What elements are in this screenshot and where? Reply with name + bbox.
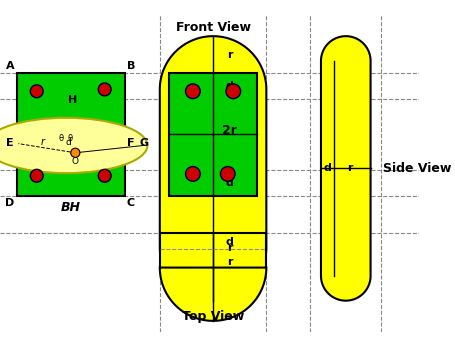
Text: BH: BH [61,201,81,213]
Circle shape [30,85,43,98]
Bar [169,73,257,196]
Polygon shape [159,36,266,301]
Text: r: r [346,163,351,173]
Circle shape [185,166,200,181]
Circle shape [225,84,240,99]
Text: d: d [225,81,233,91]
Text: H: H [68,95,77,105]
Circle shape [98,169,111,182]
Text: G: G [139,138,148,148]
Text: A: A [6,61,15,71]
Text: d: d [65,138,71,147]
Text: B: B [126,61,135,71]
Text: E: E [6,138,14,148]
Bar [159,233,266,267]
Text: θ: θ [58,134,63,143]
Text: d: d [323,163,331,173]
Circle shape [98,83,111,96]
Text: Top View: Top View [182,310,244,323]
Text: r: r [226,257,232,267]
Text: r: r [226,49,232,60]
Text: C: C [126,198,135,208]
Bar [16,73,125,196]
Polygon shape [320,36,370,301]
Text: d: d [225,237,233,247]
Text: O: O [71,157,79,166]
Text: 2r: 2r [222,124,237,137]
Polygon shape [159,267,266,321]
Circle shape [185,84,200,99]
Text: Front View: Front View [175,20,250,34]
Text: d: d [225,178,233,188]
Text: D: D [5,198,15,208]
Circle shape [71,148,80,157]
Text: r: r [226,243,232,253]
Text: r: r [40,137,44,147]
Ellipse shape [0,118,147,173]
Circle shape [220,166,235,181]
Circle shape [30,169,43,182]
Text: F: F [126,138,134,148]
Text: θ: θ [67,134,72,143]
Text: Side View: Side View [382,162,450,175]
